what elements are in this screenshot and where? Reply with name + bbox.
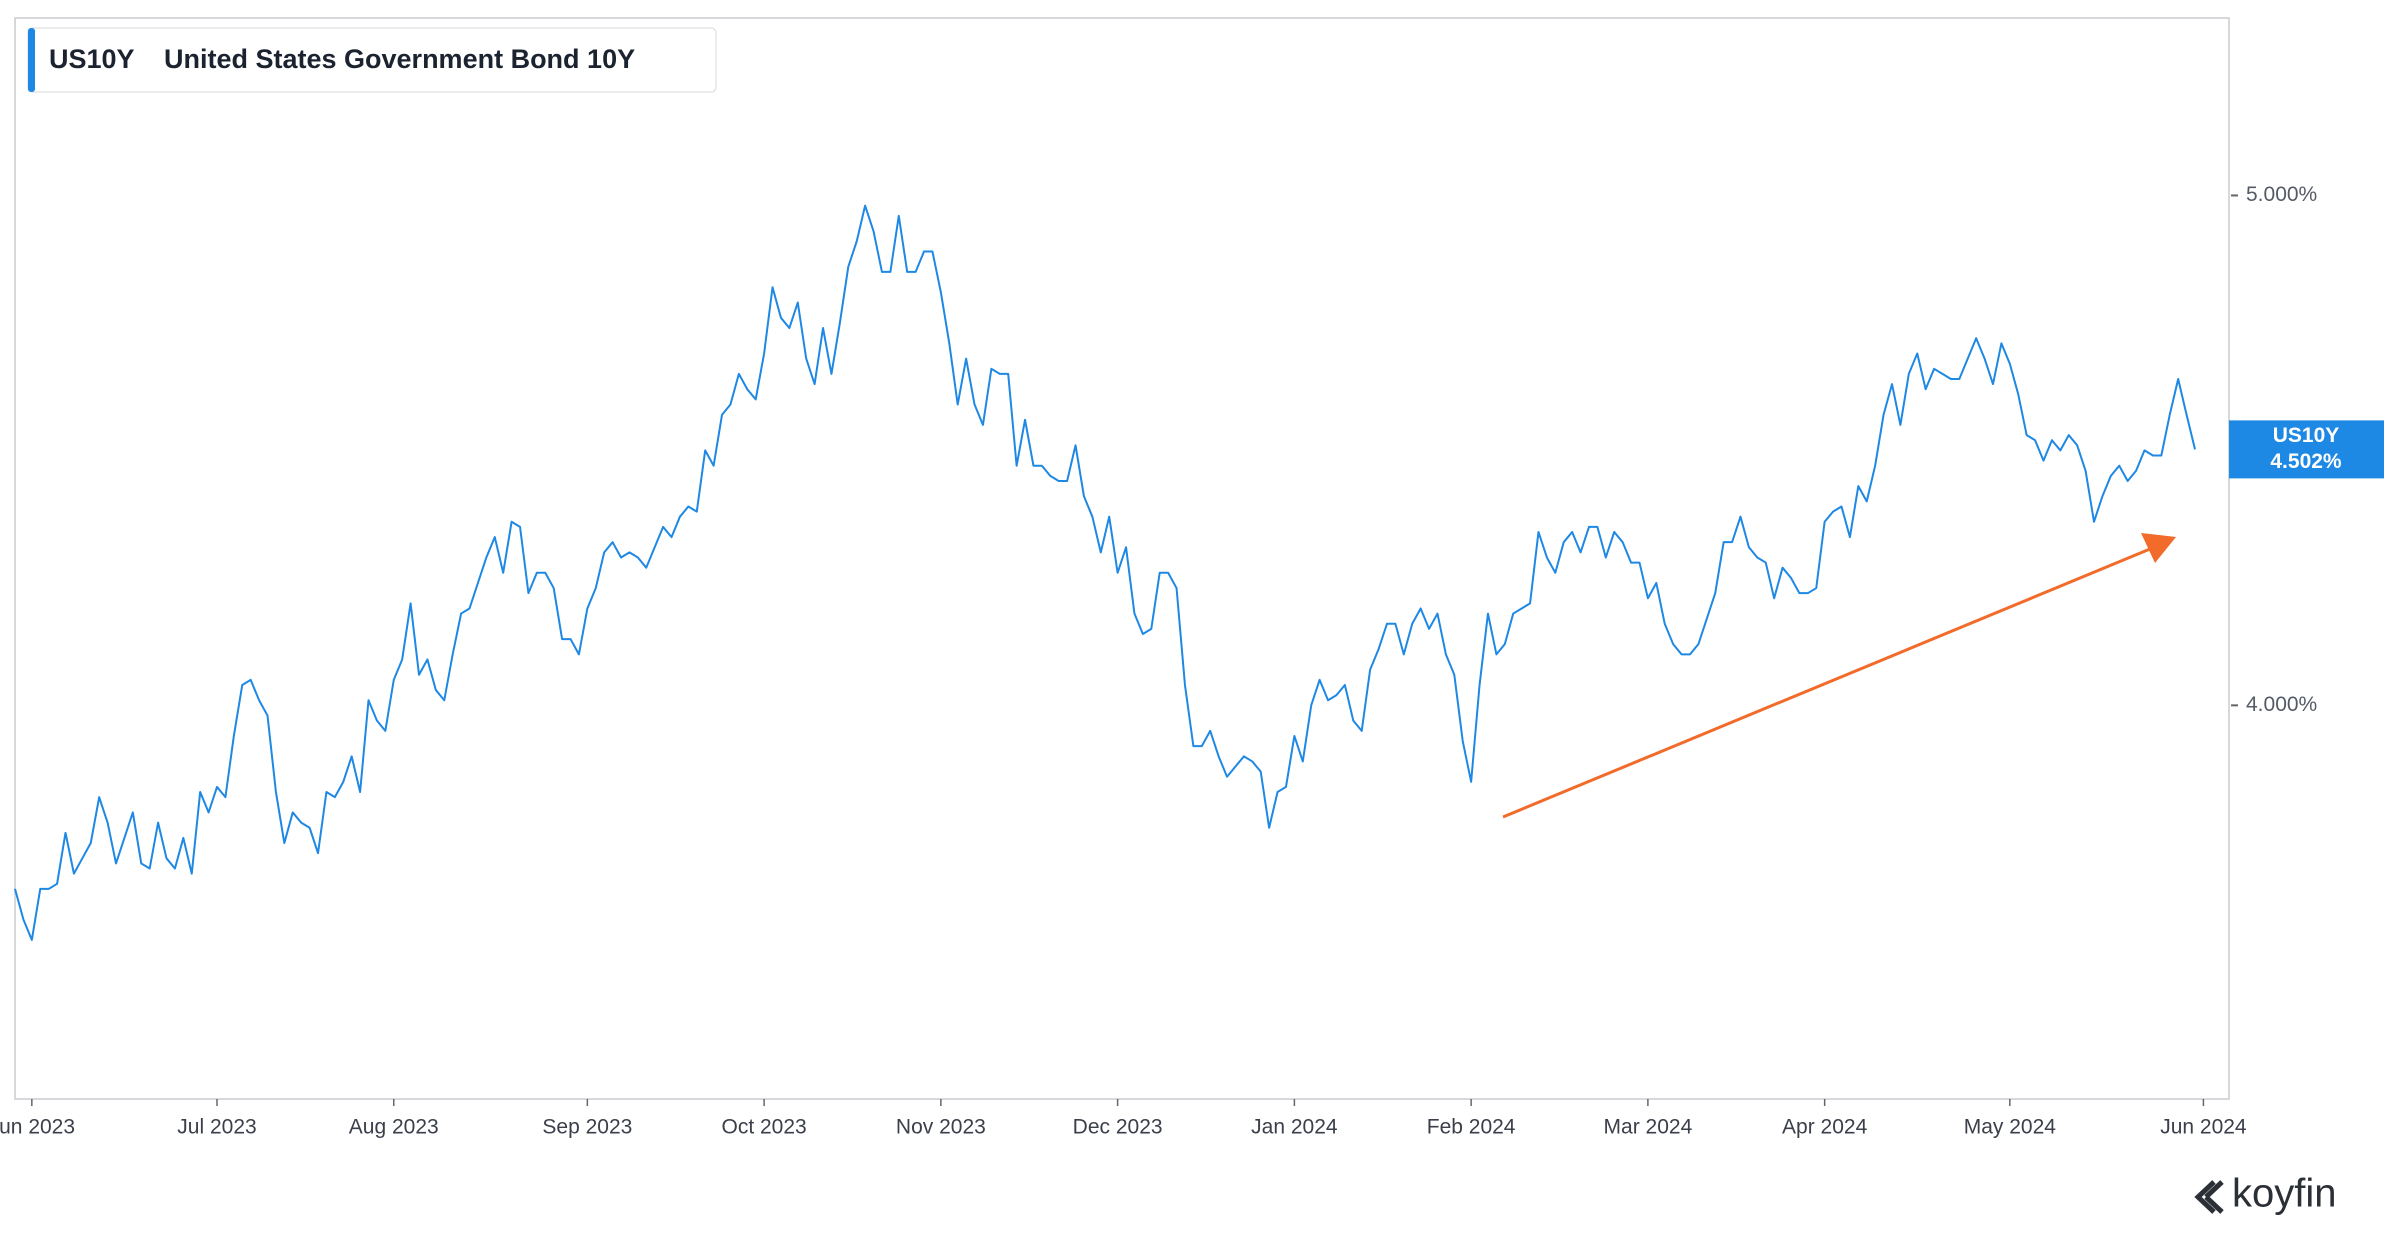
- x-tick-label: Sep 2023: [542, 1116, 632, 1139]
- arrow-head: [2141, 533, 2176, 563]
- x-tick-label: Nov 2023: [896, 1116, 986, 1139]
- series-line: [14, 204, 2196, 941]
- arrow-shaft: [1502, 547, 2151, 819]
- x-tick-label: Oct 2023: [721, 1116, 806, 1139]
- x-tick-label: Jul 2023: [177, 1116, 256, 1139]
- badge-box: [2229, 420, 2384, 479]
- x-tick-label: Aug 2023: [349, 1116, 439, 1139]
- x-tick-label: May 2024: [1964, 1116, 2057, 1139]
- y-tick-label: 4.000%: [2246, 693, 2317, 716]
- last-value-badge: US10Y 4.502%: [2229, 420, 2384, 479]
- y-tick-label: 5.000%: [2246, 183, 2317, 206]
- brand-name: koyfin: [2232, 1172, 2337, 1216]
- badge-value: 4.502%: [2270, 450, 2342, 473]
- legend-symbol: US10Y: [49, 44, 135, 74]
- brand-icon: [2194, 1180, 2224, 1214]
- legend-box: US10Y United States Government Bond 10Y: [27, 27, 717, 93]
- badge-name: US10Y: [2273, 424, 2340, 447]
- x-tick-label: Feb 2024: [1427, 1116, 1516, 1139]
- x-tick-label: Jan 2024: [1251, 1116, 1338, 1139]
- brand-logo: koyfin: [2194, 1172, 2337, 1216]
- x-tick-label: Jun 2024: [2160, 1116, 2247, 1139]
- x-tick-label: Jun 2023: [0, 1116, 75, 1139]
- plot-frame: [14, 17, 2230, 1100]
- legend-color-bar: [28, 28, 35, 92]
- x-tick-label: Dec 2023: [1073, 1116, 1163, 1139]
- x-tick-label: Apr 2024: [1782, 1116, 1868, 1139]
- legend-title: United States Government Bond 10Y: [164, 44, 635, 74]
- x-tick-label: Mar 2024: [1604, 1116, 1693, 1139]
- trend-arrow: [1502, 533, 2176, 819]
